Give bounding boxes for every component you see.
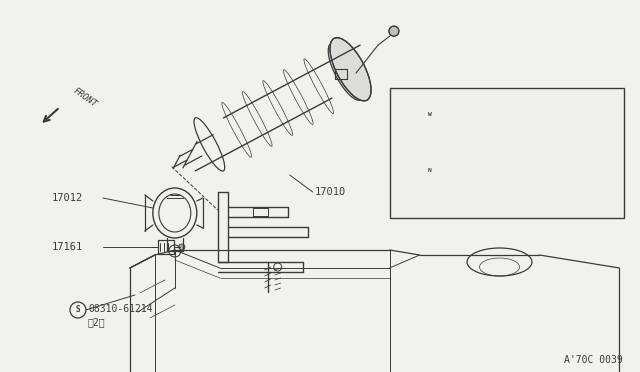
Text: ×: × <box>417 141 422 147</box>
Circle shape <box>179 244 185 250</box>
Text: 17010: 17010 <box>315 187 346 197</box>
FancyBboxPatch shape <box>390 88 625 218</box>
Ellipse shape <box>330 38 371 101</box>
Circle shape <box>70 302 86 318</box>
Text: 17161: 17161 <box>52 242 83 252</box>
Ellipse shape <box>153 188 197 238</box>
Ellipse shape <box>328 43 364 100</box>
Circle shape <box>422 107 436 121</box>
Text: 。2〃: 。2〃 <box>88 317 106 327</box>
Circle shape <box>389 26 399 36</box>
Text: FRONT: FRONT <box>72 86 99 109</box>
Circle shape <box>274 263 282 271</box>
Text: 08915-1381A: 08915-1381A <box>449 102 514 112</box>
Circle shape <box>415 139 424 149</box>
Text: S: S <box>76 305 80 314</box>
Ellipse shape <box>194 118 225 171</box>
Text: 08310-61214: 08310-61214 <box>88 304 152 314</box>
Circle shape <box>169 245 181 257</box>
Text: W: W <box>428 112 431 116</box>
Text: N: N <box>428 167 431 173</box>
Text: A'70C 0039: A'70C 0039 <box>564 355 623 365</box>
Text: 17012: 17012 <box>52 193 83 203</box>
Circle shape <box>415 154 424 162</box>
Text: 08911-1082A: 08911-1082A <box>449 158 514 168</box>
Ellipse shape <box>467 248 532 276</box>
Circle shape <box>422 163 436 177</box>
Text: (1): (1) <box>449 180 467 190</box>
Text: (1): (1) <box>449 124 467 134</box>
Ellipse shape <box>159 194 191 232</box>
